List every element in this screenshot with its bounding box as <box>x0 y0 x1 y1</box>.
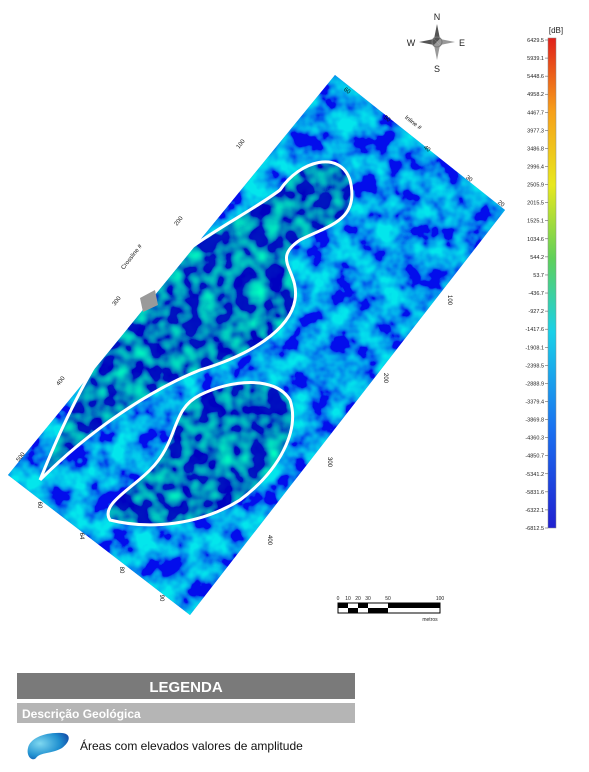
legend-section-title: Descrição Geológica <box>22 707 141 721</box>
colorbar-label: 5448.6 <box>527 74 544 80</box>
compass-label: S <box>434 64 440 74</box>
colorbar-label: 3486.8 <box>527 146 544 152</box>
colorbar-label: -5341.2 <box>525 472 544 478</box>
colorbar-label: -2888.9 <box>525 381 544 387</box>
colorbar-label: 2996.4 <box>527 165 544 171</box>
colorbar-label: 3977.3 <box>527 128 544 134</box>
legend-title: LEGENDA <box>149 679 223 696</box>
colorbar-label: 2505.9 <box>527 183 544 189</box>
scale-label: 30 <box>365 596 371 602</box>
bottom-tick: 60 <box>36 502 42 509</box>
colorbar-label: 4958.2 <box>527 92 544 98</box>
colorbar-label: -5831.6 <box>525 490 544 496</box>
colorbar-label: -3869.8 <box>525 418 544 424</box>
colorbar-label: 6429.5 <box>527 38 544 44</box>
crossline-tick: 300 <box>112 295 123 307</box>
bottom-tick: 90 <box>158 595 164 602</box>
bottom-tick: 64 <box>78 533 84 540</box>
colorbar-label: 4467.7 <box>527 110 544 116</box>
inline-axis-label: Inline # <box>403 115 422 132</box>
colorbar-label: -2398.5 <box>525 363 544 369</box>
legend-swatch <box>28 733 69 759</box>
compass <box>419 24 455 60</box>
crossline-tick: 200 <box>174 215 185 227</box>
seismic-map <box>0 60 520 630</box>
compass-label: N <box>434 12 441 22</box>
colorbar-unit: [dB] <box>549 26 563 35</box>
scale-unit: metros <box>422 617 438 623</box>
scale-label: 10 <box>345 596 351 602</box>
right-tick: 400 <box>266 535 272 546</box>
colorbar-label: -927.2 <box>528 309 544 315</box>
right-tick: 200 <box>382 373 388 384</box>
colorbar-label: -4850.7 <box>525 454 544 460</box>
colorbar <box>548 38 556 528</box>
scale-label: 50 <box>385 596 391 602</box>
crossline-axis-label: Crossline # <box>121 243 145 271</box>
scale-bar <box>338 603 440 613</box>
colorbar-label: -1417.6 <box>525 327 544 333</box>
colorbar-label: 53.7 <box>533 273 544 279</box>
colorbar-label: -6322.1 <box>525 508 544 514</box>
colorbar-label: -1908.1 <box>525 345 544 351</box>
colorbar-label: -6812.5 <box>525 526 544 532</box>
colorbar-label: 544.2 <box>530 255 544 261</box>
colorbar-label: 2015.5 <box>527 201 544 207</box>
page: N S E W [dB] 6429.5 5939.1 5448.6 4958.2 4467.7 39… <box>0 0 589 767</box>
compass-label: E <box>459 38 465 48</box>
legend-item: Áreas com elevados valores de amplitude <box>80 738 303 753</box>
scale-label: 20 <box>355 596 361 602</box>
scale-label: 100 <box>436 596 445 602</box>
crossline-tick: 400 <box>56 375 67 387</box>
colorbar-label: -3379.4 <box>525 399 544 405</box>
crossline-tick: 100 <box>236 138 247 150</box>
colorbar-label: 1034.6 <box>527 237 544 243</box>
right-tick: 100 <box>446 295 452 306</box>
colorbar-label: 1525.1 <box>527 219 544 225</box>
colorbar-label: -436.7 <box>528 291 544 297</box>
scale-label: 0 <box>337 596 340 602</box>
bottom-tick: 80 <box>118 567 124 574</box>
compass-label: W <box>407 38 416 48</box>
right-tick: 300 <box>326 457 332 468</box>
colorbar-label: -4360.3 <box>525 436 544 442</box>
colorbar-label: 5939.1 <box>527 56 544 62</box>
